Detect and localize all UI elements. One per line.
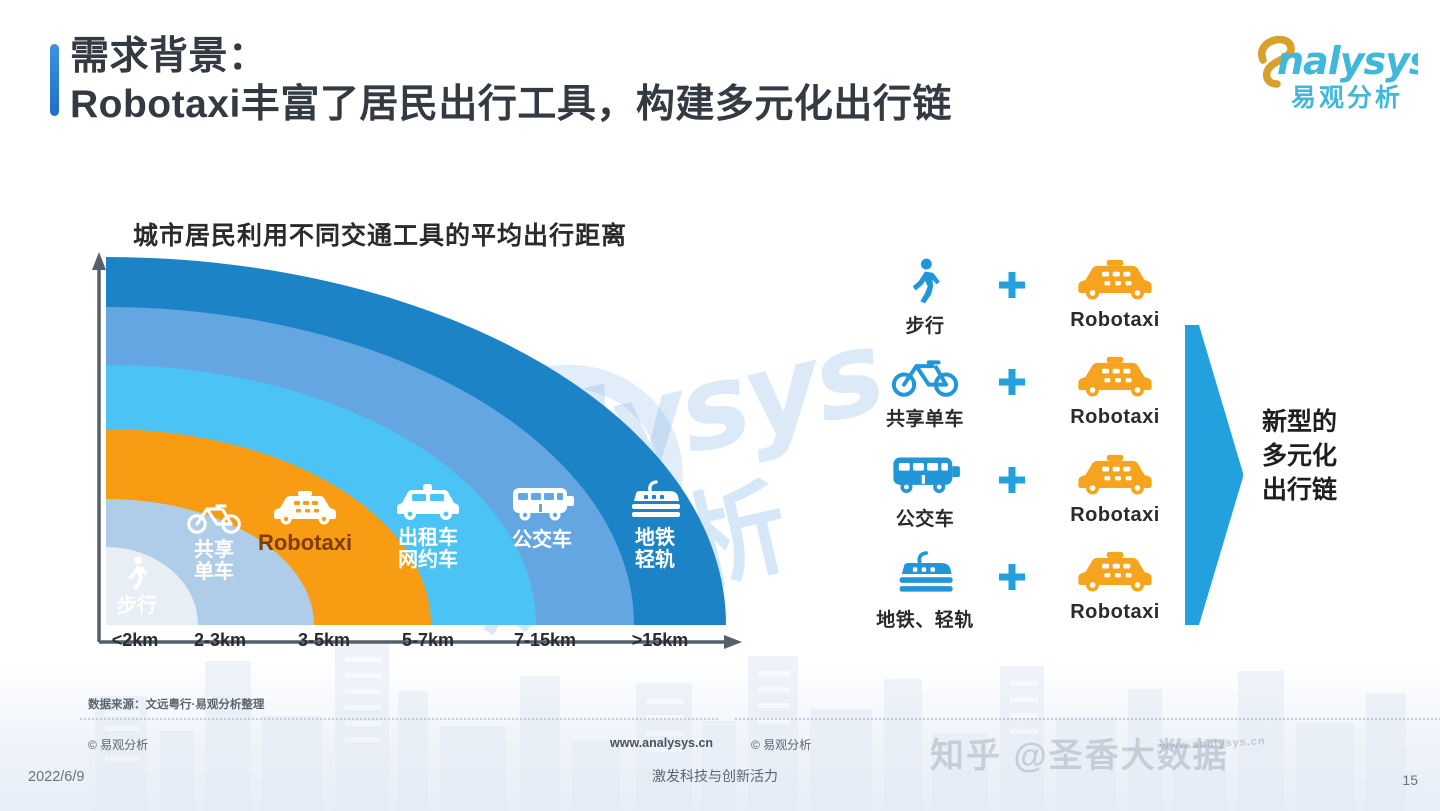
walking-icon bbox=[128, 556, 148, 590]
conclusion-line1: 新型的 bbox=[1262, 408, 1338, 436]
pair-right-label: Robotaxi bbox=[1070, 601, 1160, 623]
pair-row: 公交车 Robotaxi bbox=[830, 453, 1190, 548]
walking-icon bbox=[912, 258, 940, 304]
arc-label-walking: 步行 bbox=[104, 556, 170, 617]
taxi-icon bbox=[1078, 356, 1152, 397]
x-tick-4: 7-15km bbox=[513, 630, 577, 650]
plus-icon bbox=[990, 270, 1034, 305]
bus-icon bbox=[893, 457, 960, 493]
city-skyline-watermark bbox=[0, 621, 1440, 811]
arc-band-walk bbox=[106, 547, 198, 625]
x-tick-1: 2-3km bbox=[193, 630, 247, 650]
pair-right-label: Robotaxi bbox=[1070, 504, 1160, 526]
conclusion-line3: 出行链 bbox=[1262, 476, 1338, 504]
arc-label-bike-text: 共享 单车 bbox=[194, 539, 234, 584]
page-title-line1: 需求背景： bbox=[70, 35, 268, 78]
chart-title: 城市居民利用不同交通工具的平均出行距离 bbox=[133, 222, 628, 250]
pair-left: 步行 bbox=[850, 258, 1000, 338]
page-title-line2: Robotaxi丰富了居民出行工具，构建多元化出行链 bbox=[70, 83, 952, 126]
pair-left-label: 共享单车 bbox=[885, 409, 964, 430]
svg-text:易观分析: 易观分析 bbox=[1291, 84, 1403, 112]
copyright-left: © 易观分析 bbox=[88, 738, 149, 752]
arc-label-bus: 公交车 bbox=[503, 484, 581, 551]
footer-divider-right bbox=[735, 718, 1440, 720]
x-axis-labels: <2km 2-3km 3-5km 5-7km 7-15km >15km bbox=[95, 630, 745, 660]
page-title: 需求背景： Robotaxi丰富了居民出行工具，构建多元化出行链 bbox=[70, 34, 1120, 130]
zhihu-watermark: 知乎 @圣香大数据 bbox=[930, 737, 1229, 775]
pair-row: 地铁、轻轨 Robotaxi bbox=[830, 550, 1190, 645]
footer-slogan: 激发科技与创新活力 bbox=[652, 768, 778, 784]
pair-right: Robotaxi bbox=[1040, 550, 1190, 624]
plus-icon bbox=[990, 465, 1034, 500]
pair-right: Robotaxi bbox=[1040, 355, 1190, 429]
plus-icon bbox=[990, 562, 1034, 597]
conclusion-text: 新型的 多元化 出行链 bbox=[1262, 405, 1337, 507]
pair-left: 地铁、轻轨 bbox=[850, 550, 1000, 632]
pair-right-label: Robotaxi bbox=[1070, 406, 1160, 428]
analysys-logo: nalysys 易观分析 bbox=[1233, 24, 1418, 112]
title-accent-bar bbox=[50, 44, 59, 116]
bus-icon bbox=[513, 488, 574, 521]
x-tick-2: 3-5km bbox=[297, 630, 351, 650]
arc-label-subway-text: 地铁 轻轨 bbox=[635, 527, 675, 572]
pair-row: 步行 Robotaxi bbox=[830, 258, 1190, 353]
pair-left-label: 步行 bbox=[905, 316, 945, 337]
bicycle-icon bbox=[891, 360, 959, 397]
plus-icon bbox=[990, 367, 1034, 402]
page-number: 15 bbox=[1402, 772, 1418, 788]
footer-date: 2022/6/9 bbox=[28, 769, 85, 785]
x-tick-0: <2km bbox=[111, 630, 159, 650]
car-icon bbox=[397, 484, 459, 520]
x-tick-3: 5-7km bbox=[401, 630, 455, 650]
arc-label-robotaxi-text: Robotaxi bbox=[257, 530, 353, 555]
chart-axes bbox=[92, 252, 742, 649]
taxi-icon bbox=[1078, 454, 1152, 495]
train-icon bbox=[632, 480, 680, 517]
footer-url: www.analysys.cn bbox=[610, 736, 714, 750]
conclusion-arrow-icon bbox=[1185, 325, 1247, 625]
mode-combination-panel: 步行 Robotaxi bbox=[830, 258, 1190, 648]
taxi-icon bbox=[1078, 259, 1152, 300]
pair-right-label: Robotaxi bbox=[1070, 309, 1160, 331]
arc-label-bike: 共享 单车 bbox=[178, 500, 250, 584]
pair-row: 共享单车 Robotaxi bbox=[830, 355, 1190, 450]
pair-left: 共享单车 bbox=[850, 355, 1000, 431]
source-note: 数据来源：文远粤行·易观分析整理 bbox=[88, 699, 265, 711]
pair-right: Robotaxi bbox=[1040, 258, 1190, 332]
pair-left: 公交车 bbox=[850, 453, 1000, 531]
train-icon bbox=[899, 551, 953, 592]
arc-label-walking-text: 步行 bbox=[117, 595, 157, 617]
conclusion-line2: 多元化 bbox=[1262, 442, 1338, 470]
pair-left-label: 公交车 bbox=[895, 509, 955, 530]
arc-label-bus-text: 公交车 bbox=[512, 529, 572, 551]
arc-label-robotaxi: Robotaxi bbox=[244, 490, 366, 556]
arc-label-subway: 地铁 轻轨 bbox=[620, 480, 690, 572]
taxi-icon bbox=[274, 491, 336, 525]
svg-text:nalysys: nalysys bbox=[1277, 39, 1418, 83]
concentric-arc-chart bbox=[106, 255, 731, 625]
bicycle-icon bbox=[187, 504, 241, 534]
pair-right: Robotaxi bbox=[1040, 453, 1190, 527]
pair-left-label: 地铁、轻轨 bbox=[876, 610, 974, 631]
arc-label-taxi-text: 出租车 网约车 bbox=[398, 527, 458, 572]
footer-divider-left bbox=[80, 718, 720, 720]
copyright-right: © 易观分析 bbox=[751, 738, 812, 752]
taxi-icon bbox=[1078, 551, 1152, 592]
x-tick-5: >15km bbox=[631, 630, 689, 650]
arc-label-taxi: 出租车 网约车 bbox=[380, 484, 476, 572]
